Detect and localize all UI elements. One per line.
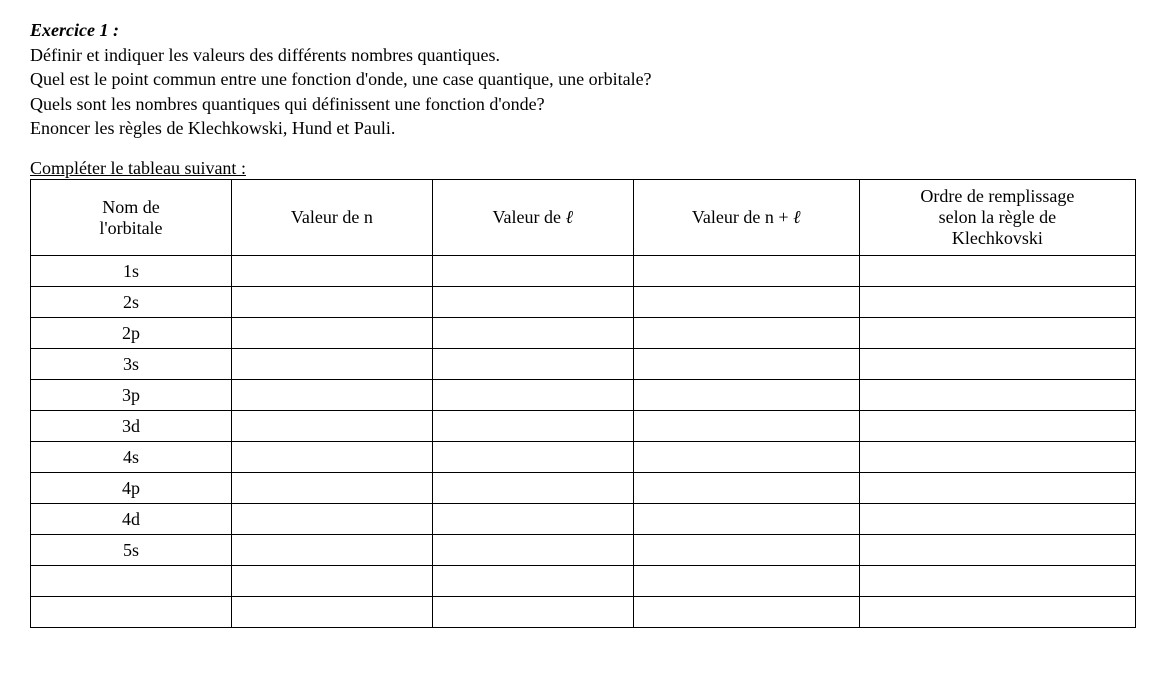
table-row: 5s <box>31 535 1136 566</box>
cell-npl <box>633 535 859 566</box>
table-caption: Compléter le tableau suivant : <box>30 158 1136 179</box>
header-valeur-l: Valeur de ℓ <box>432 180 633 256</box>
cell-orbital: 4p <box>31 473 232 504</box>
header-valeur-n-plus-l: Valeur de n + ℓ <box>633 180 859 256</box>
cell-npl <box>633 442 859 473</box>
table-row: 1s <box>31 256 1136 287</box>
cell-npl <box>633 349 859 380</box>
cell-l <box>432 380 633 411</box>
table-row: 3s <box>31 349 1136 380</box>
cell-order <box>859 411 1135 442</box>
cell-n <box>231 535 432 566</box>
cell-orbital: 3p <box>31 380 232 411</box>
cell-npl <box>633 597 859 628</box>
header-text: selon la règle de <box>939 207 1056 227</box>
header-text: Nom de <box>102 197 160 217</box>
cell-order <box>859 380 1135 411</box>
ell-symbol: ℓ <box>793 207 801 227</box>
cell-l <box>432 287 633 318</box>
table-row <box>31 597 1136 628</box>
cell-n <box>231 380 432 411</box>
cell-order <box>859 349 1135 380</box>
cell-l <box>432 504 633 535</box>
cell-l <box>432 597 633 628</box>
cell-n <box>231 504 432 535</box>
cell-npl <box>633 473 859 504</box>
table-row: 4s <box>31 442 1136 473</box>
header-text: Valeur de n + <box>692 207 793 227</box>
cell-order <box>859 535 1135 566</box>
cell-orbital: 4d <box>31 504 232 535</box>
cell-n <box>231 318 432 349</box>
cell-n <box>231 411 432 442</box>
cell-orbital: 4s <box>31 442 232 473</box>
cell-l <box>432 473 633 504</box>
cell-npl <box>633 256 859 287</box>
exercise-body: Définir et indiquer les valeurs des diff… <box>30 43 1136 140</box>
table-row: 4p <box>31 473 1136 504</box>
cell-npl <box>633 380 859 411</box>
exercise-title: Exercice 1 : <box>30 20 1136 41</box>
cell-order <box>859 504 1135 535</box>
cell-orbital: 1s <box>31 256 232 287</box>
cell-orbital: 3s <box>31 349 232 380</box>
cell-n <box>231 473 432 504</box>
ell-symbol: ℓ <box>566 207 574 227</box>
header-text: Klechkovski <box>952 228 1043 248</box>
cell-l <box>432 318 633 349</box>
cell-orbital: 2p <box>31 318 232 349</box>
exercise-line: Quels sont les nombres quantiques qui dé… <box>30 92 1136 116</box>
cell-l <box>432 442 633 473</box>
table-row: 2p <box>31 318 1136 349</box>
cell-orbital: 2s <box>31 287 232 318</box>
cell-orbital: 3d <box>31 411 232 442</box>
cell-n <box>231 349 432 380</box>
cell-n <box>231 287 432 318</box>
header-valeur-n: Valeur de n <box>231 180 432 256</box>
cell-n <box>231 597 432 628</box>
exercise-line: Définir et indiquer les valeurs des diff… <box>30 43 1136 67</box>
header-ordre-remplissage: Ordre de remplissage selon la règle de K… <box>859 180 1135 256</box>
cell-order <box>859 597 1135 628</box>
exercise-line: Enoncer les règles de Klechkowski, Hund … <box>30 116 1136 140</box>
cell-npl <box>633 566 859 597</box>
cell-l <box>432 566 633 597</box>
cell-order <box>859 566 1135 597</box>
table-body: 1s2s2p3s3p3d4s4p4d5s <box>31 256 1136 628</box>
header-text: Ordre de remplissage <box>920 186 1074 206</box>
table-row: 2s <box>31 287 1136 318</box>
table-header-row: Nom de l'orbitale Valeur de n Valeur de … <box>31 180 1136 256</box>
cell-l <box>432 349 633 380</box>
cell-l <box>432 535 633 566</box>
header-text: l'orbitale <box>99 218 162 238</box>
table-row <box>31 566 1136 597</box>
cell-n <box>231 256 432 287</box>
cell-l <box>432 411 633 442</box>
cell-orbital <box>31 566 232 597</box>
cell-npl <box>633 411 859 442</box>
cell-npl <box>633 504 859 535</box>
header-text: Valeur de <box>493 207 566 227</box>
header-orbital-name: Nom de l'orbitale <box>31 180 232 256</box>
cell-order <box>859 287 1135 318</box>
cell-orbital <box>31 597 232 628</box>
cell-n <box>231 442 432 473</box>
cell-order <box>859 256 1135 287</box>
cell-npl <box>633 287 859 318</box>
cell-npl <box>633 318 859 349</box>
cell-order <box>859 318 1135 349</box>
exercise-line: Quel est le point commun entre une fonct… <box>30 67 1136 91</box>
cell-order <box>859 473 1135 504</box>
cell-n <box>231 566 432 597</box>
cell-orbital: 5s <box>31 535 232 566</box>
orbital-table: Nom de l'orbitale Valeur de n Valeur de … <box>30 179 1136 628</box>
cell-order <box>859 442 1135 473</box>
table-row: 4d <box>31 504 1136 535</box>
table-row: 3p <box>31 380 1136 411</box>
table-row: 3d <box>31 411 1136 442</box>
cell-l <box>432 256 633 287</box>
